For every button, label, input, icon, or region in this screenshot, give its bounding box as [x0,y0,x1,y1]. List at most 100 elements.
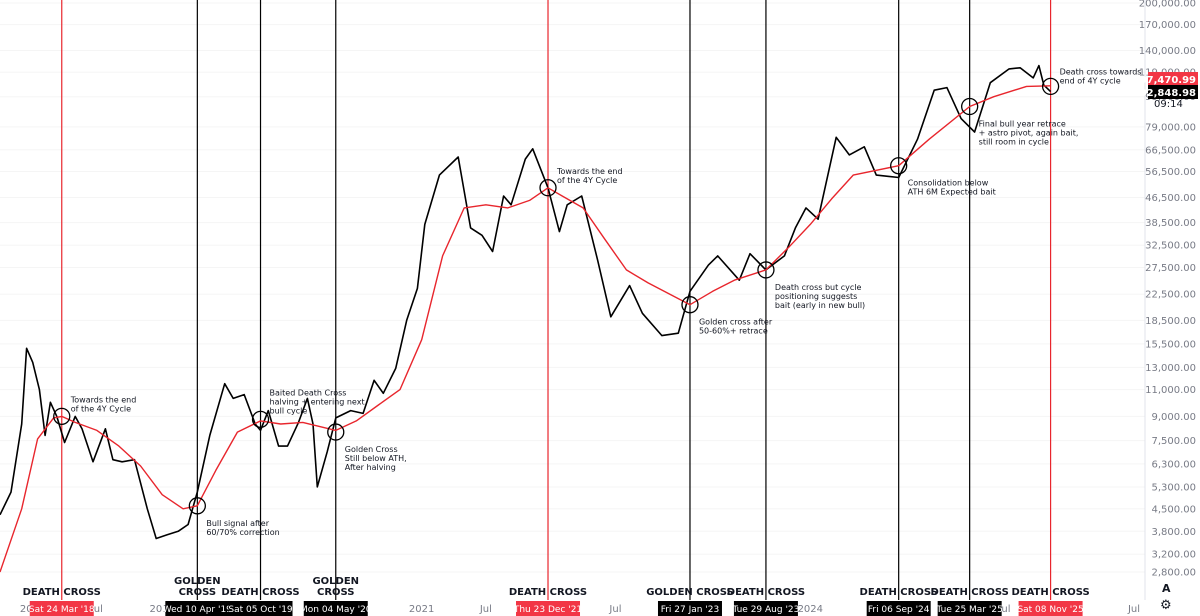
cross-type-label: DEATH CROSS [1011,587,1089,598]
y-tick-label: 15,500.00 [1145,339,1196,350]
y-tick-label: 5,300.00 [1151,482,1196,493]
price-tag-text: 107,470.99 [1133,75,1196,86]
date-tag-text: Sat 24 Mar '18 [29,605,95,615]
gear-icon[interactable]: ⚙ [1160,598,1172,613]
series [0,64,1052,573]
cross-marker [757,261,775,279]
date-tag [165,601,230,616]
cross-marker [188,497,206,515]
cross-type-label: GOLDEN CROSS [646,587,734,598]
cross-markers [53,77,1060,515]
cross-type-label: CROSS [179,587,217,598]
price-tag [1148,85,1198,99]
cross-marker [539,179,557,197]
annotation-text: of the 4Y Cycle [557,176,617,185]
grid [0,2,1145,573]
x-tick-label: Jul [90,604,103,615]
y-tick-label: 27,500.00 [1145,263,1196,274]
cross-type-label: DEATH CROSS [221,587,299,598]
date-tag [516,601,581,616]
y-tick-label: 32,500.00 [1145,241,1196,252]
price-tag [1148,72,1198,86]
date-tag [657,601,722,616]
date-tag [303,601,368,616]
cross-type-label: DEATH CROSS [727,587,805,598]
annotation-text: Golden cross after [699,318,773,327]
annotation-text: end of 4Y cycle [1060,76,1121,85]
y-axis[interactable]: 200,000.00170,000.00140,000.00119,000.00… [1139,0,1196,579]
price-tag-text: 102,848.98 [1133,88,1196,99]
x-tick-label: Jul [608,604,621,615]
y-tick-label: 79,000.00 [1145,122,1196,133]
scale-mode-button[interactable]: A [1162,582,1171,595]
x-tick-label: Jul [479,604,492,615]
cross-marker [53,407,71,426]
y-tick-label: 2,800.00 [1151,568,1196,579]
y-tick-label: 66,500.00 [1145,145,1196,156]
annotation-text: Death cross towards [1060,67,1142,76]
x-tick-label: 2021 [409,604,434,615]
x-tick-label: Jul [997,604,1010,615]
annotation-text: still room in cycle [979,138,1049,147]
annotation-text: bull cycle [270,406,308,415]
date-tag-text: Sat 05 Oct '19 [228,605,293,615]
cross-type-label: GOLDEN [174,576,221,587]
y-tick-label: 3,200.00 [1151,550,1196,561]
annotation-text: Golden Cross [345,445,398,454]
cross-marker [1041,77,1060,96]
cross-marker [890,157,908,175]
y-tick-label: 46,500.00 [1145,193,1196,204]
annotation-text: Death cross but cycle [775,283,862,292]
date-tag-text: Wed 10 Apr '19 [163,605,232,615]
annotation-text: ATH 6M Expected bait [908,188,996,197]
y-tick-label: 18,500.00 [1145,316,1196,327]
y-tick-label: 13,000.00 [1145,363,1196,374]
cross-marker [681,296,699,314]
date-tag-text: Fri 06 Sep '24 [868,605,930,615]
date-tag-text: Mon 04 May '20 [300,605,372,615]
x-tick-label: 2019 [149,604,174,615]
countdown-text: 09:14 [1154,99,1183,110]
cross-type-label: DEATH CROSS [23,587,101,598]
annotation-text: bait (early in new bull) [775,301,865,310]
cross-marker [961,97,979,116]
y-tick-label: 22,500.00 [1145,290,1196,301]
date-tag [29,601,94,616]
price-line [0,64,1052,540]
y-tick-label: 200,000.00 [1139,0,1196,10]
cross-type-label: DEATH CROSS [931,587,1009,598]
moving-average-line [0,85,1051,573]
date-tag [866,601,931,616]
y-tick-label: 11,000.00 [1145,385,1196,396]
date-tag [937,601,1002,616]
date-tag-text: Fri 27 Jan '23 [661,605,720,615]
cross-type-label: GOLDEN [312,576,359,587]
annotation-text: 50-60%+ retrace [699,327,768,336]
annotation-text: of the 4Y Cycle [71,404,131,413]
x-tick-label: Jul [1127,604,1140,615]
y-tick-label: 6,300.00 [1151,459,1196,470]
annotation-text: After halving [345,463,396,472]
annotation-text: Consolidation below [908,179,989,188]
x-tick-label: 2024 [798,604,823,615]
annotation-text: halving + entering next [270,397,365,406]
y-tick-label: 9,000.00 [1151,412,1196,423]
cross-type-label: DEATH CROSS [860,587,938,598]
cross-marker [327,423,345,441]
date-tag-text: Tue 29 Aug '23 [731,605,799,615]
date-tag [733,601,798,616]
y-tick-label: 3,800.00 [1151,527,1196,538]
date-tag-text: Tue 25 Mar '25 [936,605,1003,615]
annotation-text: Final bull year retrace [979,120,1066,129]
annotation-text: positioning suggests [775,292,857,301]
y-tick-label: 56,500.00 [1145,167,1196,178]
annotation-text: Bull signal after [206,519,269,528]
date-tag [1018,601,1083,616]
y-tick-label: 38,500.00 [1145,218,1196,229]
date-tag-text: Sat 08 Nov '25 [1017,605,1083,615]
